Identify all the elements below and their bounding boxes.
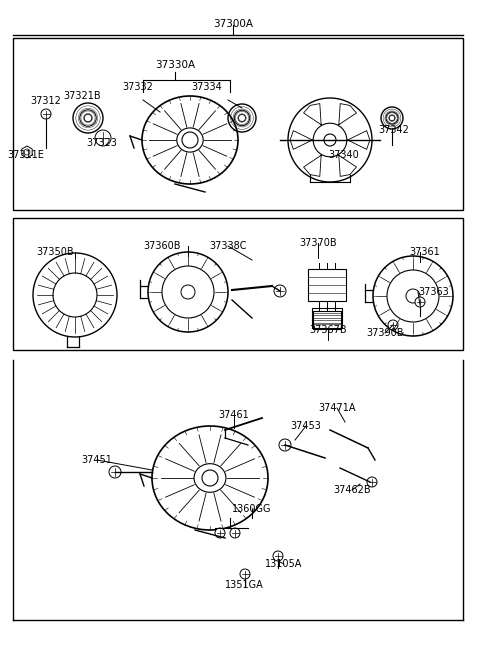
Circle shape xyxy=(240,569,250,579)
Text: 37332: 37332 xyxy=(122,82,154,92)
Text: 37453: 37453 xyxy=(290,421,322,431)
Circle shape xyxy=(95,130,111,146)
Circle shape xyxy=(274,285,286,297)
Bar xyxy=(313,311,341,329)
Text: 13105A: 13105A xyxy=(265,559,303,569)
Text: 37361: 37361 xyxy=(409,247,440,257)
Text: 37390B: 37390B xyxy=(366,328,404,338)
Text: 37461: 37461 xyxy=(218,410,250,420)
Text: 37338C: 37338C xyxy=(209,241,247,251)
Circle shape xyxy=(109,466,121,478)
Text: 37311E: 37311E xyxy=(8,150,45,160)
Text: 37300A: 37300A xyxy=(213,19,253,29)
Circle shape xyxy=(41,109,51,119)
Text: 37363: 37363 xyxy=(418,287,449,297)
Text: 37451: 37451 xyxy=(82,455,112,465)
Text: 1360GG: 1360GG xyxy=(232,504,272,514)
Text: 37342: 37342 xyxy=(378,125,409,135)
Text: 37330A: 37330A xyxy=(155,60,195,70)
Text: 1351GA: 1351GA xyxy=(225,580,264,590)
Text: 37367B: 37367B xyxy=(309,325,347,335)
Circle shape xyxy=(388,320,398,330)
Circle shape xyxy=(215,528,225,538)
Text: 37370B: 37370B xyxy=(299,238,337,248)
Text: 37462B: 37462B xyxy=(333,485,371,495)
Bar xyxy=(312,308,342,328)
Text: 37334: 37334 xyxy=(191,82,222,92)
Text: 37323: 37323 xyxy=(86,138,118,148)
Bar xyxy=(308,269,346,301)
Text: 37312: 37312 xyxy=(31,96,61,106)
Text: 37350B: 37350B xyxy=(36,247,74,257)
Circle shape xyxy=(230,528,240,538)
Circle shape xyxy=(273,551,283,561)
Bar xyxy=(13,38,463,210)
Bar xyxy=(13,218,463,350)
Circle shape xyxy=(415,297,425,307)
Circle shape xyxy=(367,477,377,487)
Text: 37471A: 37471A xyxy=(318,403,356,413)
Text: 37321B: 37321B xyxy=(63,91,101,101)
Text: 37340: 37340 xyxy=(329,150,360,160)
Text: 37360B: 37360B xyxy=(143,241,181,251)
Circle shape xyxy=(279,439,291,451)
